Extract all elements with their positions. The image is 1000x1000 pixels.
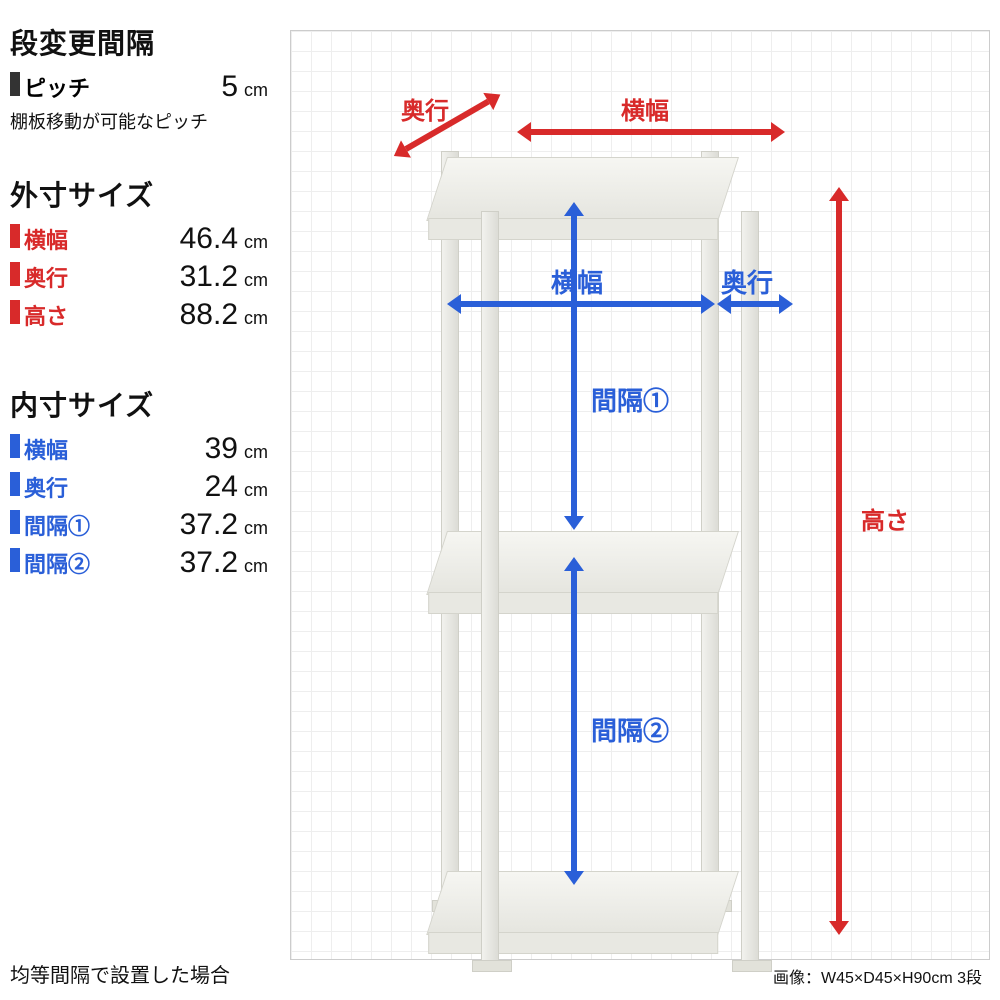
inner-unit: cm bbox=[244, 480, 270, 501]
outer-row: 奥行 31.2 cm bbox=[10, 258, 270, 296]
outer-value: 88.2 bbox=[180, 298, 238, 332]
diagram-area: 奥行 横幅 横幅 奥行 間隔① 間隔② 高さ bbox=[290, 30, 990, 960]
bar-icon bbox=[10, 472, 20, 496]
inner-unit: cm bbox=[244, 556, 270, 577]
leg-back-right bbox=[701, 151, 719, 901]
pitch-row: ピッチ 5 cm bbox=[10, 68, 270, 106]
inner-unit: cm bbox=[244, 442, 270, 463]
inner-label: 横幅 bbox=[24, 433, 114, 465]
bar-icon bbox=[10, 262, 20, 286]
spec-panel: 段変更間隔 ピッチ 5 cm 棚板移動が可能なピッチ 外寸サイズ 横幅 46.4… bbox=[10, 10, 270, 582]
outer-label: 奥行 bbox=[24, 261, 114, 293]
bar-icon bbox=[10, 72, 20, 96]
leg-front-right bbox=[741, 211, 759, 961]
bar-icon bbox=[10, 300, 20, 324]
outer-depth-label: 奥行 bbox=[401, 91, 449, 126]
outer-unit: cm bbox=[244, 270, 270, 291]
outer-width-label: 横幅 bbox=[621, 91, 669, 126]
inner-depth-label: 奥行 bbox=[721, 263, 773, 300]
bar-icon bbox=[10, 434, 20, 458]
outer-unit: cm bbox=[244, 232, 270, 253]
bar-icon bbox=[10, 510, 20, 534]
inner-value: 39 bbox=[205, 432, 238, 466]
foot bbox=[472, 960, 512, 972]
inner-depth-arrow bbox=[731, 301, 779, 307]
bar-icon bbox=[10, 548, 20, 572]
outer-height-label: 高さ bbox=[861, 501, 909, 536]
inner-label: 間隔① bbox=[24, 509, 114, 541]
inner-width-arrow bbox=[461, 301, 701, 307]
inner-row: 間隔① 37.2 cm bbox=[10, 506, 270, 544]
foot bbox=[732, 960, 772, 972]
outer-row: 高さ 88.2 cm bbox=[10, 296, 270, 334]
gap2-arrow bbox=[571, 571, 577, 871]
leg-front-left bbox=[481, 211, 499, 961]
inner-section-title: 内寸サイズ bbox=[10, 384, 270, 424]
inner-value: 37.2 bbox=[180, 508, 238, 542]
inner-width-label: 横幅 bbox=[551, 263, 603, 300]
pitch-label: ピッチ bbox=[24, 71, 114, 103]
inner-row: 間隔② 37.2 cm bbox=[10, 544, 270, 582]
outer-width-arrow bbox=[531, 129, 771, 135]
outer-height-arrow bbox=[836, 201, 842, 921]
inner-label: 間隔② bbox=[24, 547, 114, 579]
pitch-section-title: 段変更間隔 bbox=[10, 22, 270, 62]
outer-unit: cm bbox=[244, 308, 270, 329]
gap1-label: 間隔① bbox=[591, 381, 669, 418]
leg-back-left bbox=[441, 151, 459, 901]
footer-note: 均等間隔で設置した場合 bbox=[10, 959, 230, 988]
gap1-arrow bbox=[571, 216, 577, 516]
outer-label: 横幅 bbox=[24, 223, 114, 255]
outer-value: 31.2 bbox=[180, 260, 238, 294]
inner-unit: cm bbox=[244, 518, 270, 539]
inner-row: 奥行 24 cm bbox=[10, 468, 270, 506]
inner-row: 横幅 39 cm bbox=[10, 430, 270, 468]
outer-value: 46.4 bbox=[180, 222, 238, 256]
outer-section-title: 外寸サイズ bbox=[10, 174, 270, 214]
bar-icon bbox=[10, 224, 20, 248]
pitch-note: 棚板移動が可能なピッチ bbox=[10, 108, 270, 134]
inner-value: 24 bbox=[205, 470, 238, 504]
pitch-unit: cm bbox=[244, 80, 270, 101]
gap2-label: 間隔② bbox=[591, 711, 669, 748]
inner-value: 37.2 bbox=[180, 546, 238, 580]
outer-label: 高さ bbox=[24, 299, 114, 331]
inner-label: 奥行 bbox=[24, 471, 114, 503]
image-caption: 画像：W45×D45×H90cm 3段 bbox=[773, 964, 982, 988]
pitch-value: 5 bbox=[221, 70, 238, 104]
outer-row: 横幅 46.4 cm bbox=[10, 220, 270, 258]
